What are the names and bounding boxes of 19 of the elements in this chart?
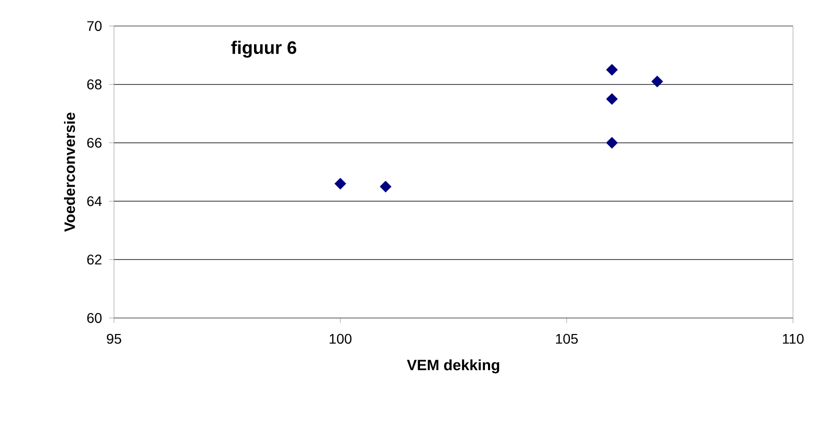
y-tick-label: 60 <box>87 313 102 323</box>
y-tick-label: 62 <box>87 254 102 265</box>
point <box>606 136 618 149</box>
point <box>334 178 346 190</box>
y-tick-label: 64 <box>87 196 102 206</box>
x-axis-title: VEM dekking <box>406 359 500 374</box>
y-tick-label: 68 <box>87 79 102 90</box>
x-tick-label: 105 <box>556 334 578 344</box>
x-tick-label: 110 <box>782 334 804 344</box>
x-tick-label: 95 <box>106 334 122 344</box>
text: figuur 6 <box>231 40 296 58</box>
point <box>606 64 618 76</box>
x-tick-label: 100 <box>330 334 352 344</box>
y-axis-title: Voederconversie <box>64 112 76 232</box>
y-tick-label: 66 <box>87 138 102 148</box>
point <box>380 180 392 192</box>
y-tick-label: 70 <box>87 21 102 31</box>
point <box>606 93 618 105</box>
point <box>651 76 664 88</box>
